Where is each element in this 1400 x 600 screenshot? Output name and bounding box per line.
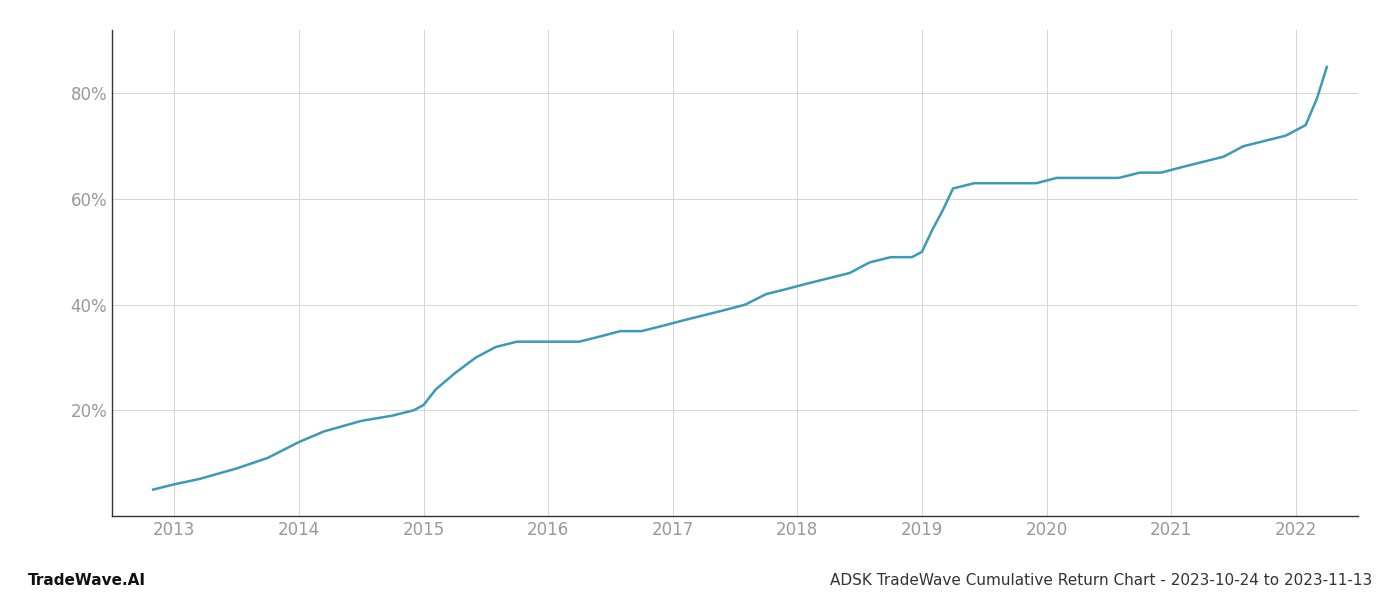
Text: ADSK TradeWave Cumulative Return Chart - 2023-10-24 to 2023-11-13: ADSK TradeWave Cumulative Return Chart -… — [830, 573, 1372, 588]
Text: TradeWave.AI: TradeWave.AI — [28, 573, 146, 588]
